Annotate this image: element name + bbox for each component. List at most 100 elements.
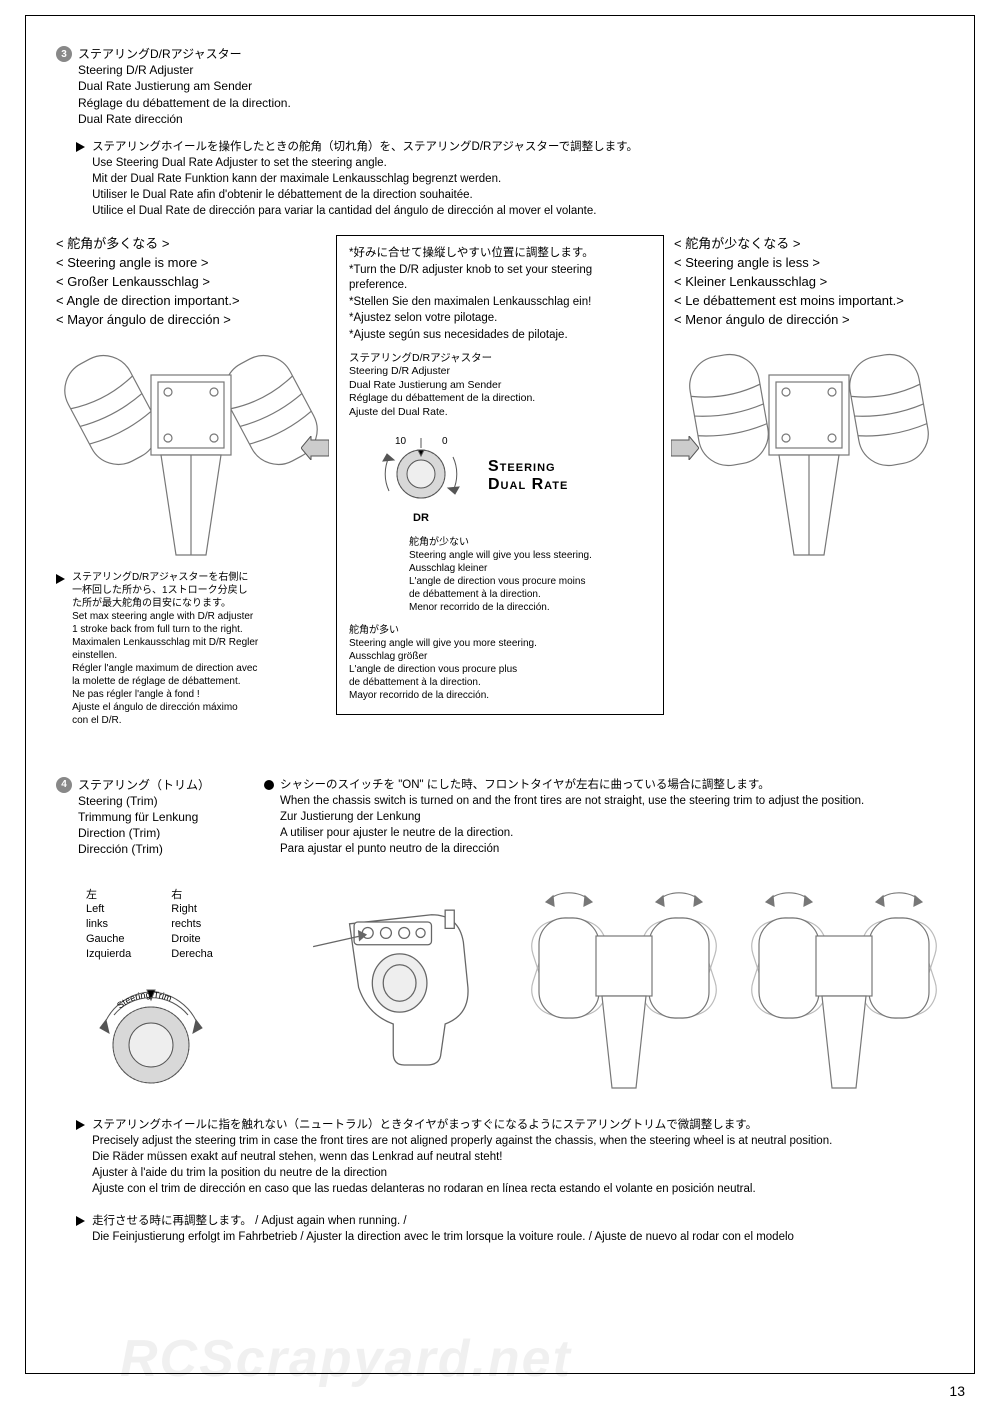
left-fr: Gauche — [86, 932, 131, 947]
left-en: Left — [86, 902, 131, 917]
less-es: < Menor ángulo de dirección > — [674, 311, 944, 330]
arrow-right-icon — [671, 436, 699, 460]
less-steer-note: 舵角が少ない Steering angle will give you less… — [409, 536, 651, 614]
msn-jp: 舵角が多い — [349, 624, 651, 637]
triangle-bullet-icon — [76, 1120, 85, 1130]
dlab-en: Steering D/R Adjuster — [349, 365, 651, 379]
s4-desc-de: Zur Justierung der Lenkung — [280, 809, 944, 825]
msn-en: Steering angle will give you more steeri… — [349, 637, 651, 650]
setmax-fr1: Régler l'angle maximum de direction avec — [72, 662, 302, 675]
triangle-bullet-icon — [56, 574, 65, 584]
bullet-dot-icon — [264, 780, 274, 790]
page-number: 13 — [949, 1383, 965, 1399]
s4-note2: 走行させる時に再調整します。 / Adjust again when runni… — [76, 1213, 944, 1245]
lsn-jp: 舵角が少ない — [409, 536, 651, 549]
lsn-en: Steering angle will give you less steeri… — [409, 549, 651, 562]
dlab-de: Dual Rate Justierung am Sender — [349, 379, 651, 393]
msn-es: Mayor recorrido de la dirección. — [349, 689, 651, 702]
arrow-left-icon — [301, 436, 329, 460]
s3-intro: ステアリングホイールを操作したときの舵角（切れ角）を、ステアリングD/Rアジャス… — [76, 139, 944, 219]
less-fr: < Le débattement est moins important.> — [674, 292, 944, 311]
dlab-es: Ajuste del Dual Rate. — [349, 406, 651, 420]
left-right-labels: 左 Left links Gauche Izquierda 右 Right re… — [86, 888, 284, 962]
chassis-trim-left-diagram — [524, 888, 724, 1098]
dlab-jp: ステアリングD/Rアジャスター — [349, 352, 651, 366]
left-de: links — [86, 917, 131, 932]
s3-intro-de: Mit der Dual Rate Funktion kann der maxi… — [92, 171, 638, 187]
chassis-less-angle-diagram — [674, 330, 944, 560]
pref-fr: *Ajustez selon votre pilotage. — [349, 311, 651, 327]
more-jp: < 舵角が多くなる > — [56, 235, 326, 254]
s3-title-jp: ステアリングD/Rアジャスター — [78, 46, 291, 62]
s3-intro-es: Utilice el Dual Rate de dirección para v… — [92, 203, 638, 219]
msn-de: Ausschlag größer — [349, 650, 651, 663]
s3-intro-jp: ステアリングホイールを操作したときの舵角（切れ角）を、ステアリングD/Rアジャス… — [92, 139, 638, 155]
less-en: < Steering angle is less > — [674, 254, 944, 273]
setmax-fr3: Ne pas régler l'angle à fond ! — [72, 688, 302, 701]
right-es: Derecha — [171, 947, 213, 962]
setmax-es2: con el D/R. — [72, 714, 302, 727]
n1-fr: Ajuster à l'aide du trim la position du … — [92, 1165, 832, 1181]
less-jp: < 舵角が少なくなる > — [674, 235, 944, 254]
more-en: < Steering angle is more > — [56, 254, 326, 273]
setmax-fr2: la molette de réglage de débattement. — [72, 675, 302, 688]
more-angle-labels: < 舵角が多くなる > < Steering angle is more > <… — [56, 235, 326, 329]
s4-desc-en: When the chassis switch is turned on and… — [280, 793, 944, 809]
s4-title-es: Dirección (Trim) — [78, 841, 210, 857]
steering-trim-dial-diagram: Steering Trim — [76, 970, 226, 1100]
dual-rate-title-l1: Steering — [488, 458, 568, 476]
svg-text:DR: DR — [413, 512, 429, 524]
dual-rate-box: *好みに合せて操縦しやすい位置に調整します。 *Turn the D/R adj… — [336, 235, 664, 714]
dr-dial-diagram: 10 0 DR — [369, 426, 474, 526]
s3-intro-fr: Utiliser le Dual Rate afin d'obtenir le … — [92, 187, 638, 203]
s4-title-fr: Direction (Trim) — [78, 825, 210, 841]
badge-4: 4 — [56, 777, 72, 793]
s3-title-en: Steering D/R Adjuster — [78, 62, 291, 78]
s3-title-es: Dual Rate dirección — [78, 111, 291, 127]
triangle-bullet-icon — [76, 1216, 85, 1226]
left-jp: 左 — [86, 888, 131, 903]
msn-fr1: L'angle de direction vous procure plus — [349, 663, 651, 676]
section-3-title: 3 ステアリングD/Rアジャスター Steering D/R Adjuster … — [56, 46, 944, 127]
right-jp: 右 — [171, 888, 213, 903]
pref-en: *Turn the D/R adjuster knob to set your … — [349, 263, 651, 294]
lsn-fr2: de débattement à la direction. — [409, 588, 651, 601]
chassis-more-angle-diagram — [56, 330, 326, 560]
setmax-jp3: た所が最大舵角の目安になります。 — [72, 597, 302, 610]
lsn-fr1: L'angle de direction vous procure moins — [409, 575, 651, 588]
less-angle-labels: < 舵角が少なくなる > < Steering angle is less > … — [674, 235, 944, 329]
more-fr: < Angle de direction important.> — [56, 292, 326, 311]
left-es: Izquierda — [86, 947, 131, 962]
s4-title-de: Trimmung für Lenkung — [78, 809, 210, 825]
pref-es: *Ajuste según sus necesidades de pilotaj… — [349, 328, 651, 344]
s4-title-jp: ステアリング（トリム） — [78, 777, 210, 793]
setmax-en2: 1 stroke back from full turn to the righ… — [72, 623, 302, 636]
less-de: < Kleiner Lenkausschlag > — [674, 273, 944, 292]
pref-jp: *好みに合せて操縦しやすい位置に調整します。 — [349, 246, 651, 262]
s4-desc-jp: シャシーのスイッチを "ON" にした時、フロントタイヤが左右に曲っている場合に… — [280, 779, 770, 791]
lsn-es: Menor recorrido de la dirección. — [409, 601, 651, 614]
n1-jp: ステアリングホイールに指を触れない（ニュートラル）ときタイヤがまっすぐになるよう… — [92, 1117, 832, 1133]
n2-l2: Die Feinjustierung erfolgt im Fahrbetrie… — [92, 1229, 794, 1245]
badge-3: 3 — [56, 46, 72, 62]
more-de: < Großer Lenkausschlag > — [56, 273, 326, 292]
more-es: < Mayor ángulo de dirección > — [56, 311, 326, 330]
setmax-jp2: 一杯回した所から、1ストローク分戻し — [72, 584, 302, 597]
svg-text:0: 0 — [442, 436, 448, 447]
section-4-desc: シャシーのスイッチを "ON" にした時、フロントタイヤが左右に曲っている場合に… — [264, 777, 944, 870]
pref-de: *Stellen Sie den maximalen Lenkausschlag… — [349, 295, 651, 311]
setmax-jp1: ステアリングD/Rアジャスターを右側に — [72, 571, 302, 584]
msn-fr2: de débattement à la direction. — [349, 676, 651, 689]
setmax-note: ステアリングD/Rアジャスターを右側に 一杯回した所から、1ストローク分戻し た… — [56, 571, 316, 727]
lsn-de: Ausschlag kleiner — [409, 562, 651, 575]
right-de: rechts — [171, 917, 213, 932]
setmax-de1: Maximalen Lenkausschlag mit D/R Regler — [72, 636, 302, 649]
right-fr: Droite — [171, 932, 213, 947]
n2-l1: 走行させる時に再調整します。 / Adjust again when runni… — [92, 1213, 794, 1229]
more-steer-note: 舵角が多い Steering angle will give you more … — [349, 624, 651, 702]
setmax-es1: Ajuste el ángulo de dirección máximo — [72, 701, 302, 714]
s4-note1: ステアリングホイールに指を触れない（ニュートラル）ときタイヤがまっすぐになるよう… — [76, 1117, 944, 1197]
transmitter-diagram — [304, 888, 504, 1078]
setmax-de2: einstellen. — [72, 649, 302, 662]
n1-es: Ajuste con el trim de dirección en caso … — [92, 1181, 832, 1197]
